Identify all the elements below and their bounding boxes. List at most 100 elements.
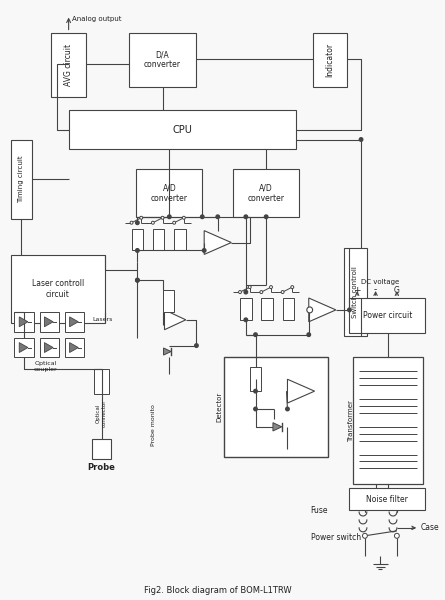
- Bar: [14, 312, 34, 332]
- Circle shape: [264, 215, 268, 218]
- Text: Laser controll
circuit: Laser controll circuit: [32, 280, 84, 299]
- Bar: [174, 229, 186, 250]
- Circle shape: [281, 290, 284, 293]
- Circle shape: [140, 216, 143, 219]
- Text: Lasers: Lasers: [93, 317, 113, 322]
- Bar: [69, 110, 296, 149]
- Polygon shape: [163, 348, 171, 355]
- Circle shape: [363, 533, 367, 538]
- Circle shape: [394, 533, 399, 538]
- Text: Timing circuit: Timing circuit: [18, 155, 24, 203]
- Text: Case: Case: [421, 523, 440, 532]
- Circle shape: [130, 221, 133, 224]
- Circle shape: [244, 215, 247, 218]
- Text: A/D
converter: A/D converter: [151, 184, 188, 203]
- Bar: [65, 338, 84, 358]
- Bar: [349, 488, 425, 510]
- Polygon shape: [204, 230, 231, 254]
- Bar: [162, 290, 174, 312]
- Bar: [11, 139, 32, 219]
- Circle shape: [244, 318, 247, 322]
- Text: Power switch: Power switch: [311, 533, 361, 542]
- Text: Fig2. Block diagram of BOM-L1TRW: Fig2. Block diagram of BOM-L1TRW: [144, 586, 291, 595]
- Polygon shape: [165, 310, 186, 330]
- Polygon shape: [69, 343, 78, 353]
- Circle shape: [136, 221, 139, 224]
- Bar: [92, 439, 111, 458]
- Circle shape: [136, 278, 139, 282]
- Bar: [223, 358, 328, 457]
- Bar: [313, 32, 348, 87]
- Text: D/A
converter: D/A converter: [144, 50, 181, 70]
- Circle shape: [161, 216, 164, 219]
- Circle shape: [239, 290, 242, 293]
- Text: Indicator: Indicator: [326, 43, 335, 77]
- Circle shape: [348, 308, 351, 311]
- Bar: [153, 229, 165, 250]
- Bar: [132, 229, 143, 250]
- Circle shape: [201, 215, 204, 218]
- Text: -: -: [374, 286, 377, 295]
- Circle shape: [307, 333, 311, 337]
- Circle shape: [202, 248, 206, 252]
- Text: AVG circuit: AVG circuit: [64, 44, 73, 86]
- Bar: [94, 370, 109, 394]
- Bar: [40, 312, 59, 332]
- Circle shape: [254, 389, 257, 393]
- Circle shape: [254, 333, 257, 337]
- Polygon shape: [273, 422, 282, 431]
- Bar: [353, 358, 423, 484]
- Bar: [240, 298, 251, 320]
- Circle shape: [286, 407, 289, 411]
- Bar: [14, 338, 34, 358]
- Text: Fuse: Fuse: [311, 506, 328, 515]
- Circle shape: [151, 221, 154, 224]
- Text: A/D
converter: A/D converter: [248, 184, 285, 203]
- Text: Probe monito: Probe monito: [151, 404, 156, 446]
- Circle shape: [307, 307, 313, 313]
- Text: Detector: Detector: [217, 392, 222, 422]
- Bar: [349, 298, 425, 332]
- Text: DC voltage: DC voltage: [361, 279, 399, 285]
- Circle shape: [136, 278, 139, 282]
- Circle shape: [136, 248, 139, 252]
- Bar: [261, 298, 273, 320]
- Text: Probe: Probe: [88, 463, 116, 472]
- Bar: [233, 169, 299, 217]
- Text: Analog output: Analog output: [72, 16, 121, 22]
- Polygon shape: [287, 379, 315, 403]
- Polygon shape: [19, 317, 28, 327]
- Circle shape: [254, 407, 257, 411]
- Circle shape: [168, 215, 171, 218]
- Circle shape: [173, 221, 176, 224]
- Text: Transformer: Transformer: [348, 400, 354, 442]
- Text: Optical
coupler: Optical coupler: [33, 361, 57, 372]
- Circle shape: [260, 290, 263, 293]
- Polygon shape: [19, 343, 28, 353]
- Polygon shape: [44, 343, 53, 353]
- Polygon shape: [309, 298, 336, 322]
- Text: +: +: [353, 286, 361, 295]
- Text: Noise filter: Noise filter: [366, 494, 408, 503]
- Text: G: G: [394, 286, 400, 295]
- Text: Switch controll: Switch controll: [352, 266, 358, 318]
- Bar: [283, 298, 294, 320]
- Circle shape: [216, 215, 219, 218]
- Circle shape: [195, 344, 198, 347]
- Circle shape: [359, 138, 363, 141]
- Bar: [11, 256, 105, 323]
- Bar: [250, 367, 261, 391]
- Bar: [137, 169, 202, 217]
- Polygon shape: [44, 317, 53, 327]
- Bar: [40, 338, 59, 358]
- Text: Power circuit: Power circuit: [363, 311, 412, 320]
- Bar: [65, 312, 84, 332]
- Text: CPU: CPU: [173, 125, 192, 134]
- Polygon shape: [69, 317, 78, 327]
- Bar: [51, 32, 86, 97]
- Circle shape: [248, 286, 251, 289]
- Circle shape: [270, 286, 272, 289]
- Circle shape: [291, 286, 294, 289]
- Text: Optical
connector: Optical connector: [96, 399, 107, 427]
- Circle shape: [244, 290, 247, 294]
